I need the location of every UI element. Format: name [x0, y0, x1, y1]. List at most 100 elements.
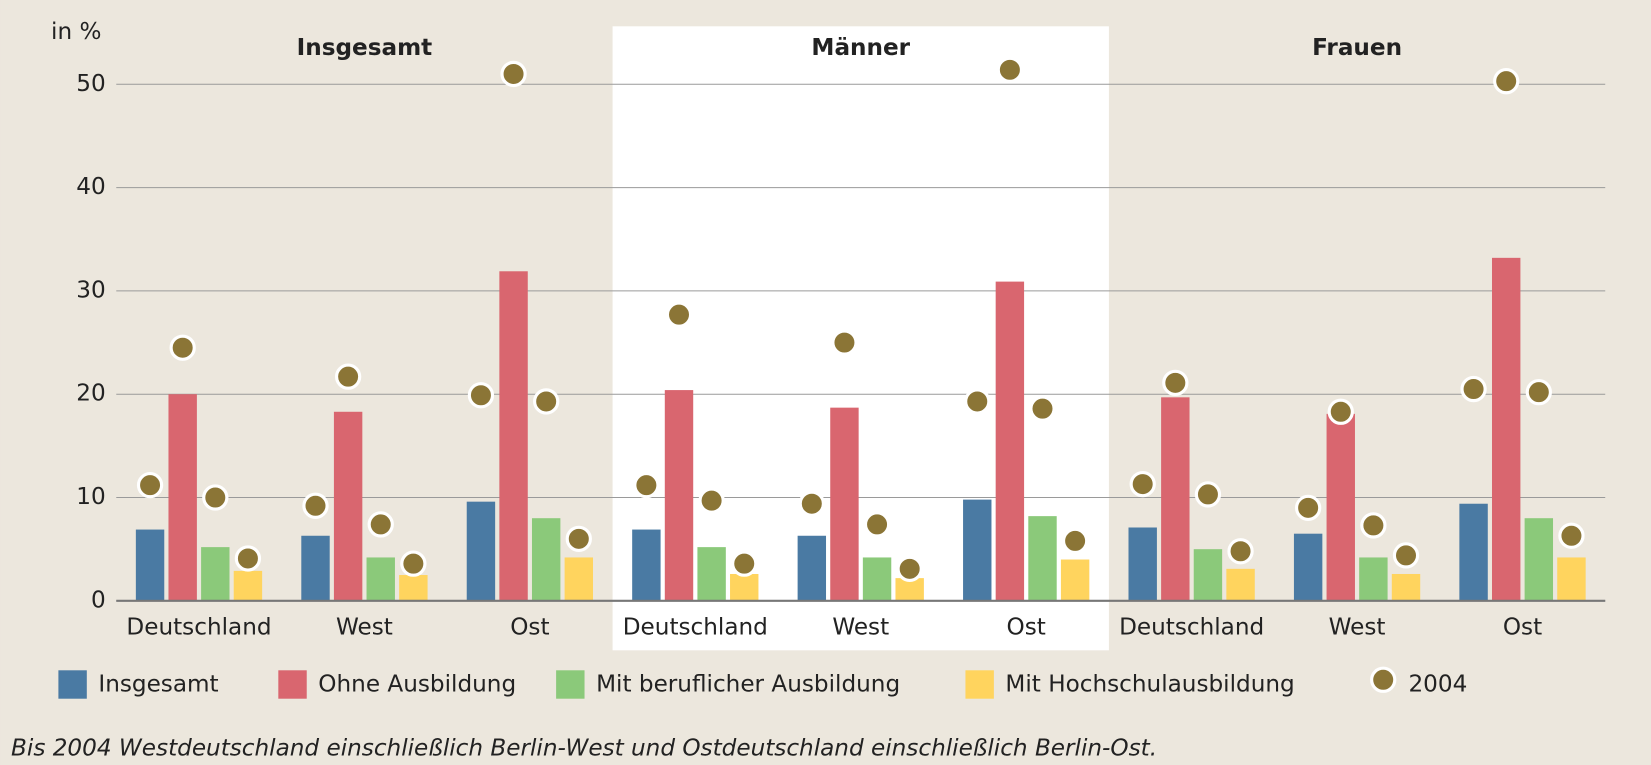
- dot-2004: [367, 511, 394, 538]
- bar: [632, 529, 661, 601]
- x-tick-label: Deutschland: [623, 615, 768, 641]
- bar: [1128, 527, 1157, 601]
- bar: [1326, 413, 1355, 601]
- x-tick-label: Deutschland: [1119, 615, 1264, 641]
- dot-2004: [1162, 369, 1189, 397]
- panel-title: Männer: [811, 35, 910, 61]
- dot-2004: [565, 525, 592, 553]
- legend-dot: [1370, 666, 1397, 693]
- bar: [1391, 573, 1421, 601]
- bar: [1293, 533, 1323, 601]
- bar: [233, 570, 263, 601]
- dot-2004: [1129, 470, 1156, 498]
- dot-2004: [1194, 481, 1222, 508]
- legend-label: 2004: [1408, 672, 1467, 698]
- y-tick-label: 0: [91, 587, 106, 613]
- dot-2004: [169, 334, 196, 361]
- x-tick-label: West: [832, 615, 889, 641]
- dot-2004: [665, 301, 693, 328]
- dot-2004: [400, 550, 427, 577]
- dot-2004: [1360, 512, 1387, 539]
- legend-label: Insgesamt: [98, 672, 218, 698]
- dot-2004: [234, 545, 262, 572]
- bar: [1524, 518, 1554, 601]
- dot-2004: [1460, 375, 1487, 403]
- bar: [1028, 516, 1057, 601]
- bar: [730, 573, 759, 601]
- dot-2004: [533, 388, 560, 415]
- y-axis-label: in %: [51, 19, 101, 45]
- bar: [301, 535, 330, 601]
- legend-label: Mit Hochschulausbildung: [1005, 672, 1294, 698]
- dot-2004: [896, 555, 923, 582]
- dot-2004: [1392, 542, 1420, 569]
- bar: [201, 547, 230, 601]
- dot-2004: [1294, 494, 1322, 522]
- bar: [995, 281, 1025, 601]
- bar: [1161, 397, 1190, 601]
- bar: [466, 501, 496, 601]
- bar: [963, 499, 992, 601]
- bar: [135, 529, 165, 601]
- y-tick-label: 40: [76, 174, 105, 200]
- bar: [1557, 557, 1586, 601]
- dot-2004: [1029, 395, 1056, 422]
- x-tick-label: Ost: [1503, 615, 1542, 641]
- y-tick-label: 50: [76, 71, 105, 97]
- footnote: Bis 2004 Westdeutschland einschließlich …: [11, 736, 1157, 762]
- dot-2004: [798, 490, 825, 517]
- dot-2004: [1327, 398, 1354, 425]
- legend-swatch: [965, 670, 994, 699]
- y-tick-label: 20: [76, 381, 105, 407]
- bar: [499, 271, 528, 601]
- legend-label: Ohne Ausbildung: [318, 672, 516, 698]
- bar: [1491, 257, 1521, 601]
- dot-2004: [964, 388, 991, 415]
- bar: [895, 578, 924, 601]
- dot-2004: [1227, 538, 1254, 565]
- legend-swatch: [278, 670, 307, 699]
- dot-2004: [202, 484, 229, 511]
- bar: [366, 557, 395, 601]
- bar: [1060, 559, 1090, 601]
- bar: [1226, 568, 1255, 601]
- bar: [168, 394, 197, 601]
- bar: [830, 407, 859, 601]
- dot-2004: [467, 382, 495, 409]
- dot-2004: [1558, 522, 1585, 549]
- bar: [1359, 557, 1388, 601]
- y-tick-label: 30: [76, 277, 105, 303]
- bar: [697, 547, 726, 601]
- x-tick-label: Ost: [1007, 615, 1046, 641]
- legend-label: Mit beruflicher Ausbildung: [596, 672, 900, 698]
- dot-2004: [334, 363, 362, 390]
- dot-2004: [500, 60, 527, 88]
- panel-title: Insgesamt: [297, 35, 433, 61]
- bar: [862, 557, 892, 601]
- dot-2004: [863, 511, 891, 538]
- x-tick-label: Deutschland: [126, 615, 271, 641]
- bar: [1459, 503, 1488, 601]
- bar: [333, 411, 363, 601]
- dot-2004: [136, 471, 164, 499]
- dot-2004: [302, 492, 329, 519]
- dot-2004: [1525, 378, 1552, 406]
- bar: [664, 390, 694, 601]
- legend-swatch: [58, 670, 87, 699]
- dot-2004: [1493, 68, 1520, 95]
- dot-2004: [996, 56, 1024, 83]
- y-tick-label: 10: [76, 484, 105, 510]
- bar: [564, 557, 594, 601]
- x-tick-label: West: [336, 615, 393, 641]
- dot-2004: [698, 487, 725, 514]
- dot-2004: [731, 550, 758, 577]
- bar: [531, 518, 561, 601]
- dot-2004: [831, 329, 858, 356]
- x-tick-label: West: [1329, 615, 1386, 641]
- dot-2004: [633, 471, 660, 499]
- highlight-panel: [612, 26, 1109, 651]
- bar: [399, 575, 428, 601]
- bar: [797, 535, 827, 601]
- dot-2004: [1061, 527, 1089, 555]
